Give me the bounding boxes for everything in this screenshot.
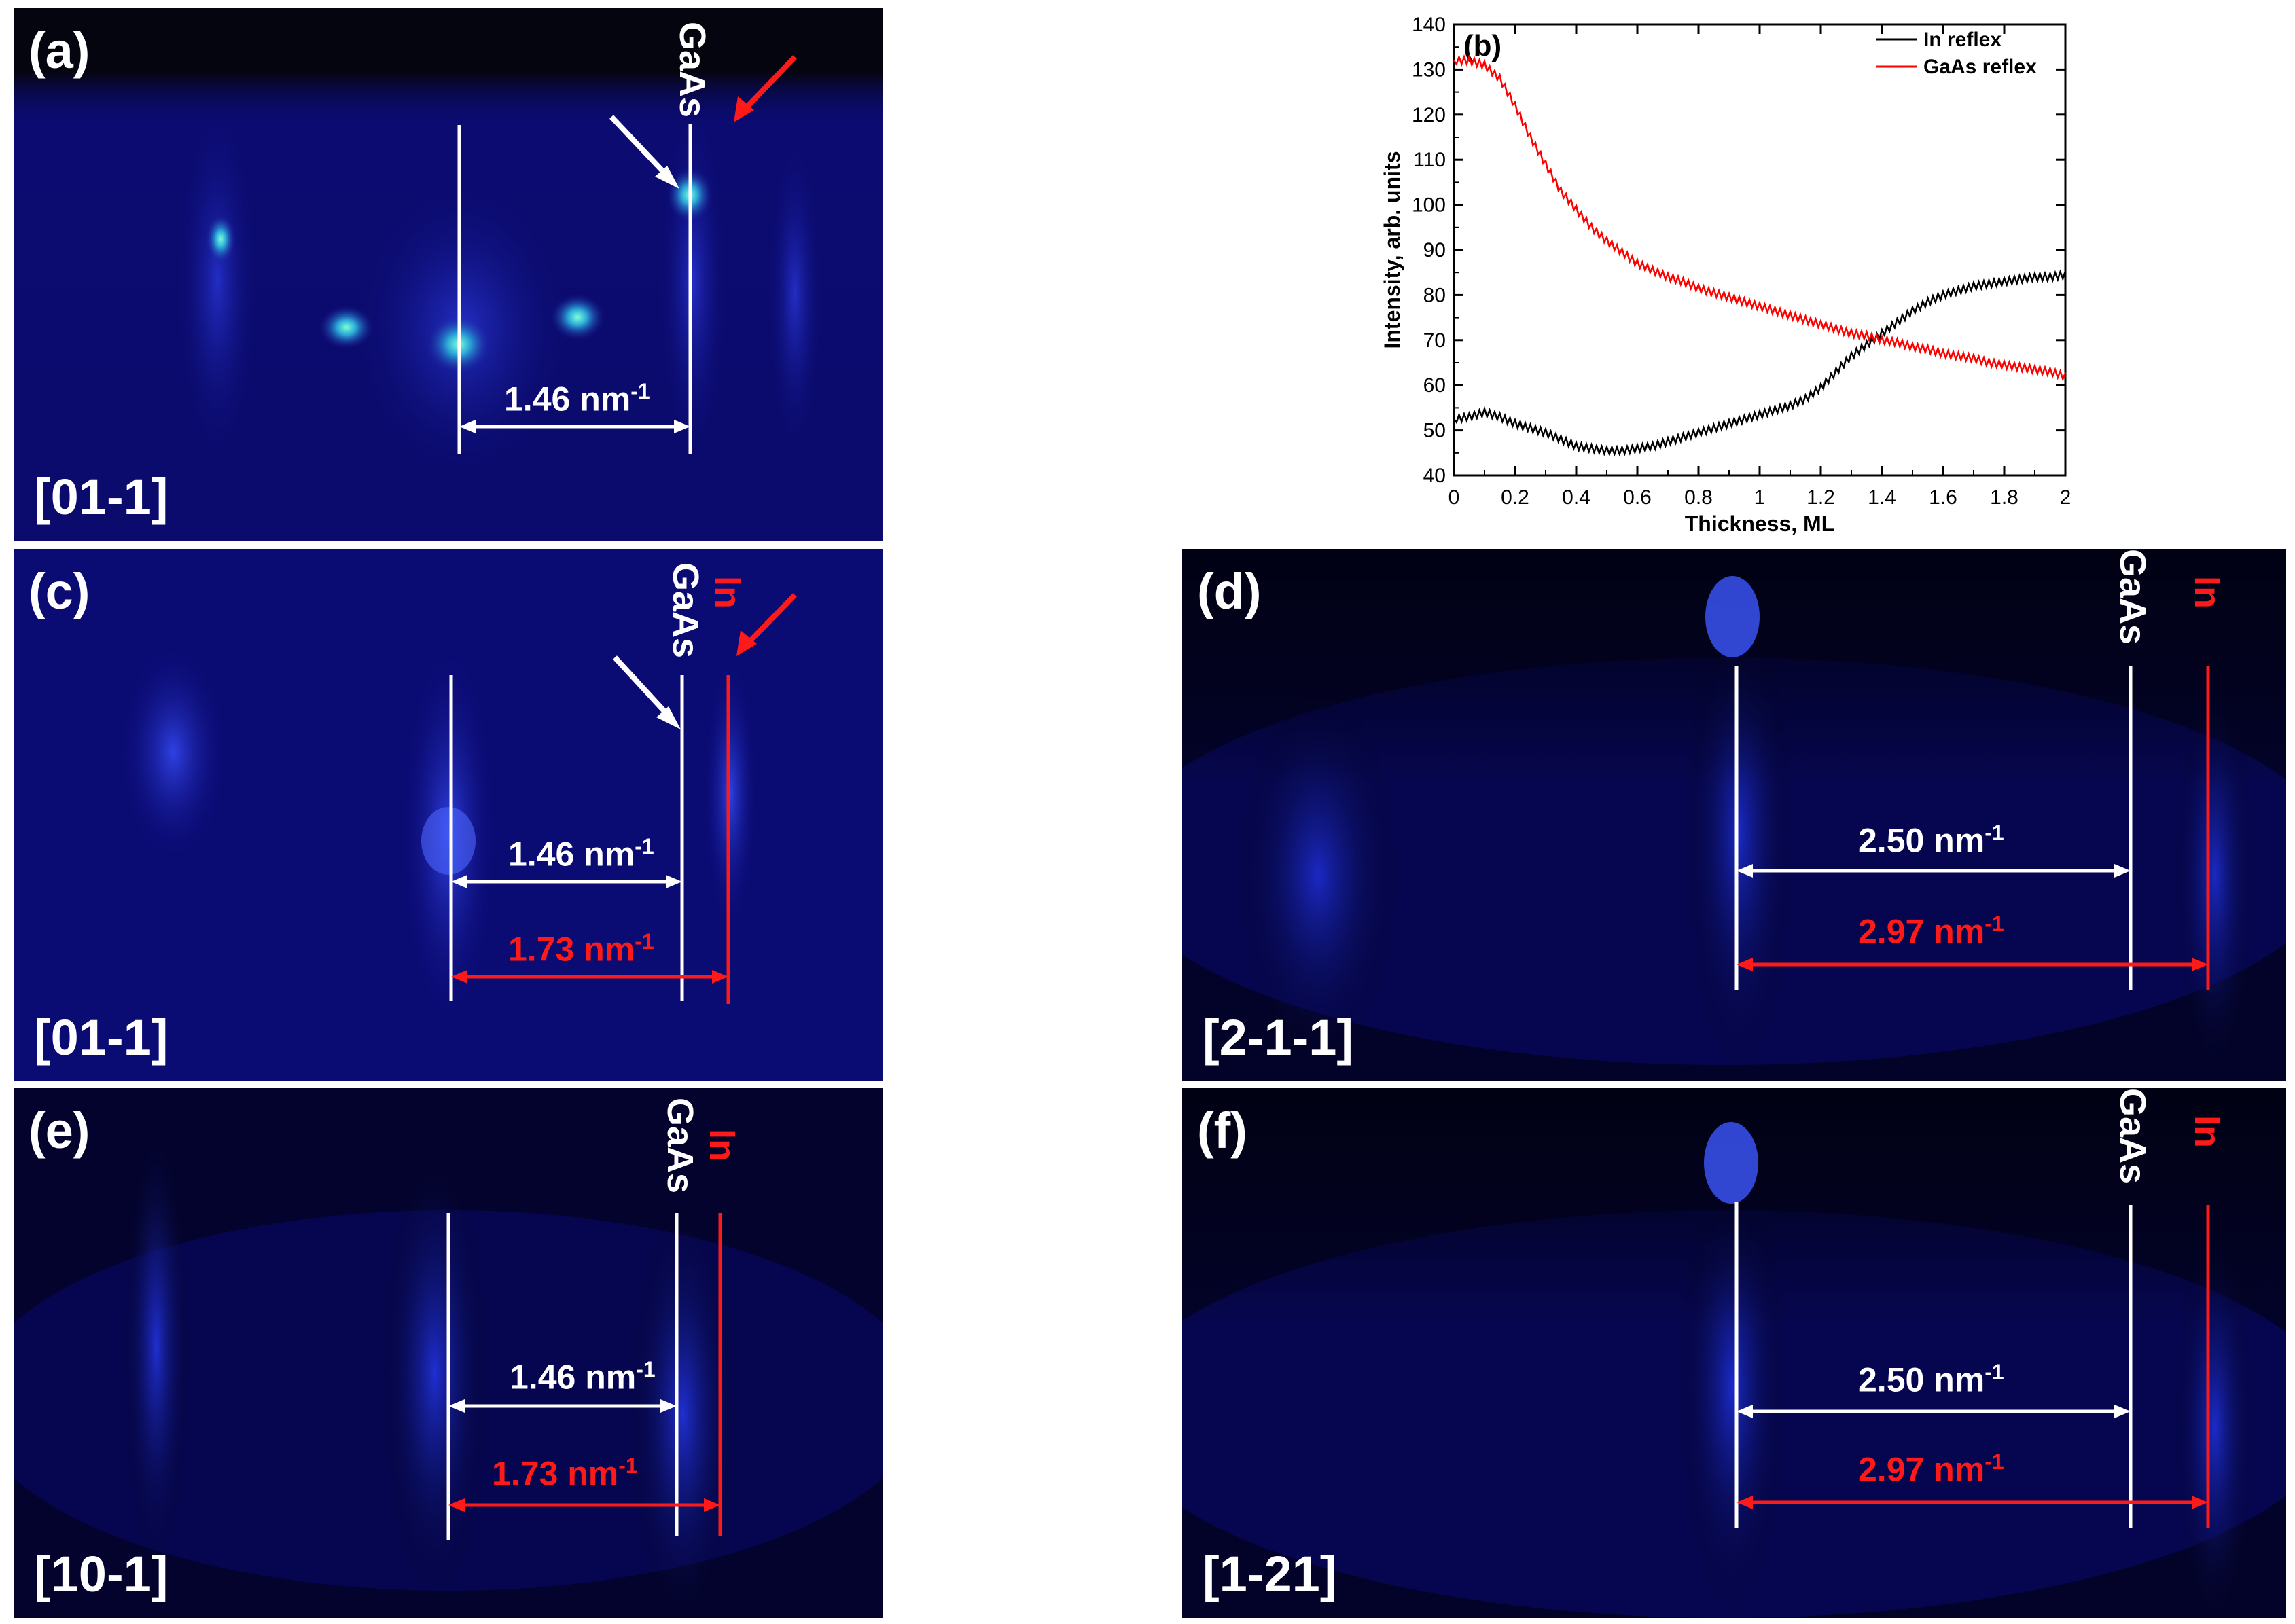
panel-c-unit-exp-1: -1 [635,834,654,859]
panel-d-unit-exp-2: -1 [1985,912,2004,936]
panel-e-unit-exp-2: -1 [618,1454,638,1478]
series-line-gaas-reflex [1453,54,2067,382]
x-tick-label: 2 [2060,486,2071,509]
panel-e-unit-exp-1: -1 [636,1357,656,1382]
y-tick-label: 40 [1423,465,1446,487]
panel-c-spacing-gaas: 1.46 nm-1 [508,834,654,874]
panel-f-image [1182,1088,2286,1618]
panel-d-image [1182,549,2286,1081]
panel-f-gaas-label: GaAs [2112,1088,2153,1185]
panel-a-label: (a) [29,22,90,79]
panel-f-direction: [1-21] [1203,1546,1337,1602]
panel-a-image [14,8,883,541]
panel-c-direction: [01-1] [34,1009,168,1066]
panel-a-spacing-gaas-text: 1.46 nm [504,380,631,418]
panel-e-label: (e) [29,1102,90,1159]
plot-frame [1453,23,2067,477]
panel-d-gaas-label: GaAs [2112,549,2153,645]
x-tick-label: 1.2 [1807,486,1835,509]
panel-d-label: (d) [1197,563,1262,619]
panel-e-gaas-label: GaAs [660,1098,700,1194]
y-tick-label: 120 [1412,104,1446,126]
x-tick-label: 0 [1448,486,1460,509]
y-tick-label: 70 [1423,329,1446,352]
panel-c-spacing-in: 1.73 nm-1 [508,929,654,969]
y-tick-label: 80 [1423,284,1446,306]
panel-f-unit-exp-2: -1 [1985,1449,2004,1474]
panel-c-spacing-gaas-text: 1.46 nm [508,835,635,873]
panel-c-spacing-in-text: 1.73 nm [508,930,635,969]
x-tick-label: 0.6 [1623,486,1652,509]
panel-d-spacing-in: 2.97 nm-1 [1858,912,2004,952]
x-tick-label: 1.4 [1868,486,1896,509]
panel-d-unit-exp-1: -1 [1985,820,2004,845]
panel-a-unit-exp: -1 [630,379,650,403]
legend-label: In reflex [1923,29,2002,51]
panel-f-in-label: In [2187,1115,2228,1148]
panel-e-spacing-gaas-text: 1.46 nm [510,1358,637,1396]
x-axis-label: Thickness, ML [1685,511,1835,536]
panel-e: (e) GaAs In 1.46 nm-1 1.73 nm-1 [10-1] [14,1088,883,1618]
panel-a: (a) GaAs 1.46 nm-1 [01-1] [14,8,883,541]
panel-f-unit-exp-1: -1 [1985,1360,2004,1384]
panel-d-spacing-gaas-text: 2.50 nm [1858,821,1985,860]
y-tick-label: 100 [1412,194,1446,217]
panel-d-spacing-in-text: 2.97 nm [1858,912,1985,951]
panel-c-image [14,549,883,1081]
panel-d-spacing-gaas: 2.50 nm-1 [1858,820,2004,861]
y-tick-label: 60 [1423,374,1446,397]
y-tick-label: 110 [1413,149,1446,171]
y-axis-label: Intensity, arb. units [1380,151,1404,349]
panel-a-gaas-label: GaAs [672,22,713,118]
y-tick-label: 90 [1423,239,1446,261]
x-tick-label: 1.8 [1990,486,2018,509]
panel-c-label: (c) [29,563,90,619]
panel-f-spacing-gaas: 2.50 nm-1 [1858,1360,2004,1400]
legend-label: GaAs reflex [1923,56,2037,78]
chart-svg: 0 0.2 0.4 0.6 0.8 1 1.2 1.4 1.6 1.8 2 40 50 60 70 80 90 1… [1380,14,2071,536]
panel-e-image [14,1088,883,1618]
x-tick-label: 0.4 [1562,486,1590,509]
panel-e-direction: [10-1] [34,1546,168,1602]
panel-f-spacing-in: 2.97 nm-1 [1858,1449,2004,1490]
panel-f-spacing-in-text: 2.97 nm [1858,1450,1985,1489]
panel-c-in-label: In [707,576,748,609]
panel-a-direction: [01-1] [34,469,168,525]
panel-e-spacing-in: 1.73 nm-1 [492,1454,638,1494]
y-tick-label: 50 [1423,420,1446,442]
panel-d-in-label: In [2187,576,2228,609]
panel-e-in-label: In [702,1129,743,1161]
panel-f-spacing-gaas-text: 2.50 nm [1858,1360,1985,1399]
x-tick-label: 1 [1754,486,1766,509]
series-line-in-reflex [1453,269,2067,457]
panel-d-direction: [2-1-1] [1203,1009,1354,1066]
x-tick-label: 0.2 [1501,486,1529,509]
panel-f-label: (f) [1197,1102,1247,1159]
y-tick-label: 140 [1412,14,1446,36]
panel-e-spacing-gaas: 1.46 nm-1 [510,1357,656,1397]
panel-f: (f) GaAs In 2.50 nm-1 2.97 nm-1 [1-21] [1182,1088,2286,1618]
panel-c-gaas-label: GaAs [665,562,706,659]
panel-c: (c) GaAs In 1.46 nm-1 1.73 nm-1 [01-1] [14,549,883,1081]
panel-c-unit-exp-2: -1 [635,929,654,954]
x-tick-label: 1.6 [1929,486,1957,509]
panel-d: (d) GaAs In 2.50 nm-1 2.97 nm-1 [2-1-1] [1182,549,2286,1081]
panel-a-spacing-gaas: 1.46 nm-1 [504,379,650,419]
y-tick-label: 130 [1412,58,1446,81]
panel-e-spacing-in-text: 1.73 nm [492,1454,619,1493]
x-tick-label: 0.8 [1684,486,1713,509]
panel-b-chart: 0 0.2 0.4 0.6 0.8 1 1.2 1.4 1.6 1.8 2 40 50 60 70 80 90 1… [1359,0,2093,543]
